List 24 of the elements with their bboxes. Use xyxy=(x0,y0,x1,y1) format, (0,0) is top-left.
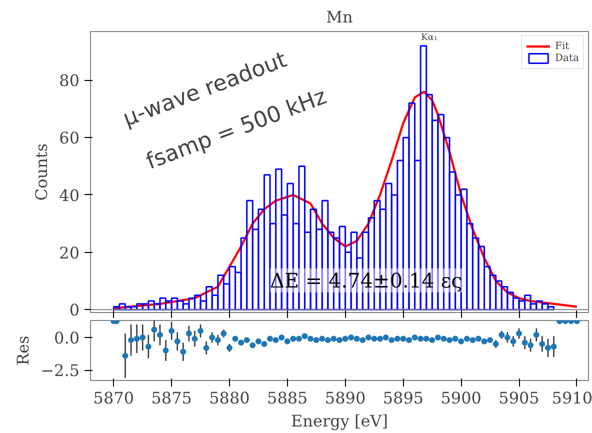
y-tick-label: 20 xyxy=(59,243,80,262)
x-tick-label: 5895 xyxy=(382,388,424,408)
legend-label: Data xyxy=(555,52,579,64)
y-axis-title: Counts xyxy=(32,143,52,201)
y-axis-title: Res xyxy=(14,336,33,366)
y-tick-label: 0.0 xyxy=(54,328,80,348)
y-tick-label: −2.5 xyxy=(40,361,80,380)
y-tick-label: 60 xyxy=(59,128,80,148)
x-tick-label: 5900 xyxy=(440,388,482,408)
x-tick-label: 5910 xyxy=(552,388,592,408)
x-tick-label: 5880 xyxy=(209,388,250,408)
annotation: ΔE = 4.74±0.14 ες xyxy=(270,268,462,292)
x-axis-title: Energy [eV] xyxy=(291,412,388,430)
legend-label: Fit xyxy=(555,40,570,52)
y-tick-label: 40 xyxy=(59,186,80,205)
x-tick-label: 5875 xyxy=(151,388,192,408)
x-tick-label: 5890 xyxy=(324,388,366,408)
x-tick-label: 5905 xyxy=(498,388,540,408)
chart-title: Mn xyxy=(326,8,353,26)
x-tick-label: 5885 xyxy=(267,388,308,408)
y-tick-label: 80 xyxy=(59,71,80,90)
y-tick-label: 0 xyxy=(69,300,80,320)
annotation: Kα₁ xyxy=(421,32,438,43)
x-tick-label: 5870 xyxy=(93,388,134,408)
